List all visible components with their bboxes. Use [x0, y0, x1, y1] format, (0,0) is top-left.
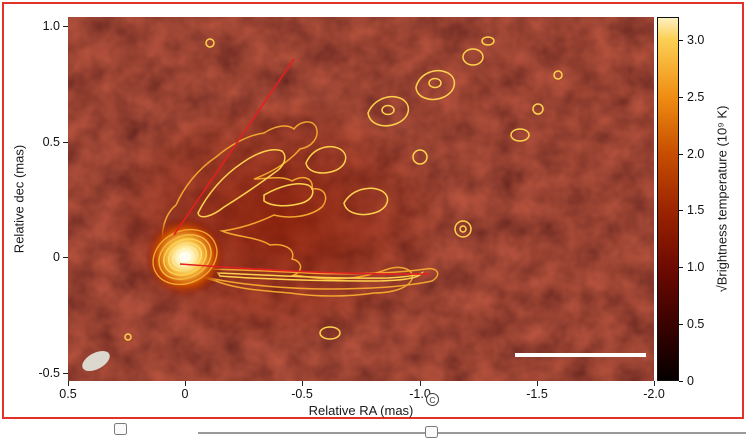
x-tick-mark: [185, 381, 186, 386]
x-tick-label: -1.0: [409, 387, 431, 401]
colorbar-tick-label: 2.5: [687, 90, 705, 104]
brightness-map: [68, 17, 654, 381]
y-tick-mark: [63, 373, 68, 374]
x-tick-label: -2.0: [643, 387, 665, 401]
colorbar-tick-mark: [679, 324, 683, 325]
colorbar-tick-mark: [679, 210, 683, 211]
resize-handle-bottom-center[interactable]: [425, 426, 438, 438]
x-tick-label: 0.5: [59, 387, 77, 401]
x-tick-mark: [68, 381, 69, 386]
y-tick-mark: [63, 257, 68, 258]
x-tick-label: -1.5: [526, 387, 548, 401]
contours: [124, 36, 563, 341]
colorbar-tick-label: 1.5: [687, 203, 705, 217]
beam-ellipse: [82, 351, 110, 371]
plot-area[interactable]: [68, 17, 654, 381]
x-tick-mark: [302, 381, 303, 386]
x-tick-mark: [654, 381, 655, 386]
x-axis-label: Relative RA (mas): [308, 403, 414, 418]
resize-handle-bottom-left[interactable]: [114, 423, 127, 435]
colorbar-tick-label: 0.5: [687, 317, 705, 331]
colorbar-tick-mark: [679, 154, 683, 155]
colorbar-tick-mark: [679, 381, 683, 382]
y-tick-label: 1.0: [42, 19, 60, 33]
colorbar-tick-mark: [679, 97, 683, 98]
colorbar-tick-mark: [679, 267, 683, 268]
caption-box-top-border: [198, 432, 746, 434]
y-tick-label: -0.5: [38, 366, 60, 380]
colorbar-tick-label: 1.0: [687, 260, 705, 274]
y-tick-mark: [63, 142, 68, 143]
colorbar-axis-label: √Brightness temperature (10⁹ K): [714, 105, 730, 293]
core: [145, 217, 225, 297]
noise-texture: [68, 17, 654, 381]
colorbar-tick-label: 0: [687, 374, 694, 388]
x-tick-label: -0.5: [291, 387, 313, 401]
colorbar-tick-mark: [679, 40, 683, 41]
circled-c-marker: C: [426, 393, 439, 406]
x-tick-mark: [420, 381, 421, 386]
jet-edge-lines: [173, 58, 431, 275]
x-tick-label: 0: [181, 387, 189, 401]
y-tick-label: 0: [53, 250, 60, 264]
y-tick-mark: [63, 26, 68, 27]
colorbar-tick-label: 3.0: [687, 33, 705, 47]
x-tick-mark: [537, 381, 538, 386]
y-axis-label: Relative dec (mas): [11, 144, 27, 254]
scale-bar: [515, 353, 646, 357]
colorbar-tick-label: 2.0: [687, 147, 705, 161]
y-tick-label: 0.5: [42, 135, 60, 149]
colorbar: [657, 17, 679, 381]
